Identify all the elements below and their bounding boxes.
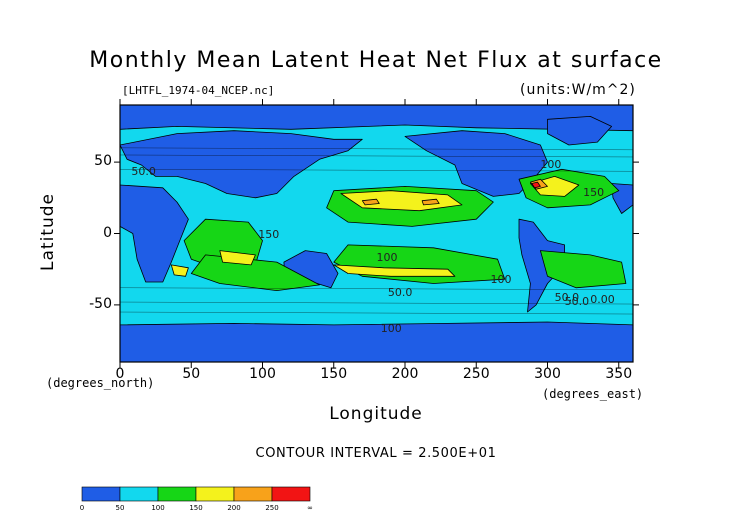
flux-region bbox=[170, 264, 189, 277]
contour-line bbox=[120, 301, 633, 305]
contour-line bbox=[120, 311, 633, 315]
colorbar-tick-label: 250 bbox=[265, 504, 279, 512]
x-tick-label: 100 bbox=[249, 366, 276, 382]
flux-region bbox=[190, 254, 320, 292]
y-tick-label: -50 bbox=[89, 295, 112, 312]
contour-label: 0.00 bbox=[590, 293, 615, 307]
colorbar-swatch bbox=[81, 486, 121, 502]
colorbar-tick-label: ∞ bbox=[307, 504, 313, 512]
contour-label: 100 bbox=[490, 273, 512, 287]
contour-label: 50.0 bbox=[131, 164, 156, 178]
colorbar bbox=[81, 486, 311, 502]
file-label: [LHTFL_1974-04_NCEP.nc] bbox=[122, 84, 275, 97]
contour-label: 50.0 bbox=[387, 286, 413, 300]
chart-title: Monthly Mean Latent Heat Net Flux at sur… bbox=[89, 48, 663, 73]
flux-region bbox=[361, 198, 380, 206]
contour-label: 100 bbox=[380, 322, 402, 336]
colorbar-tick-label: 0 bbox=[79, 504, 85, 512]
x-tick-label: 350 bbox=[605, 366, 633, 382]
colorbar-tick-label: 100 bbox=[151, 504, 165, 512]
flux-region bbox=[120, 321, 633, 362]
contour-line bbox=[120, 154, 633, 158]
contour-label: 100 bbox=[540, 157, 562, 171]
x-tick-label: 250 bbox=[462, 366, 490, 382]
contour-interval-text: CONTOUR INTERVAL = 2.500E+01 bbox=[255, 446, 497, 461]
flux-region bbox=[120, 130, 363, 199]
contour-label: 50.0 bbox=[564, 294, 590, 308]
colorbar-swatch bbox=[119, 486, 159, 502]
y-tick-label: 50 bbox=[94, 153, 112, 170]
axis-ticks bbox=[114, 99, 639, 368]
x-tick-label: 150 bbox=[320, 366, 348, 382]
x-tick-label: 200 bbox=[391, 366, 419, 382]
units-label: (units:W/m^2) bbox=[520, 82, 636, 98]
contour-label: 150 bbox=[258, 227, 280, 241]
x-tick-label: 300 bbox=[534, 366, 561, 382]
colorbar-swatch bbox=[195, 486, 235, 502]
y-tick-label: 0 bbox=[103, 224, 112, 241]
flux-region bbox=[120, 105, 633, 132]
x-axis-label: Longitude bbox=[329, 404, 423, 424]
flux-region bbox=[547, 116, 612, 146]
colorbar-tick-label: 150 bbox=[189, 504, 203, 512]
contour-line bbox=[120, 287, 633, 291]
y-unit-label: (degrees_north) bbox=[46, 376, 155, 390]
flux-region bbox=[531, 181, 541, 189]
flux-region bbox=[333, 264, 456, 277]
flux-field bbox=[120, 105, 633, 362]
contour-line bbox=[120, 147, 633, 151]
flux-region bbox=[340, 190, 463, 212]
flux-region bbox=[120, 184, 189, 283]
contour-label: 100 bbox=[376, 250, 398, 264]
colorbar-tick-label: 50 bbox=[115, 504, 125, 512]
flux-region bbox=[518, 218, 565, 313]
contour-label: 150 bbox=[583, 186, 605, 200]
colorbar-swatch bbox=[233, 486, 273, 502]
colorbar-swatch bbox=[271, 486, 311, 502]
x-tick-label: 0 bbox=[115, 366, 125, 382]
flux-region bbox=[540, 250, 627, 289]
y-axis-label: Latitude bbox=[38, 193, 58, 271]
contour-label: 50.0 bbox=[554, 290, 580, 304]
x-tick-label: 50 bbox=[182, 366, 201, 382]
x-unit-label: (degrees_east) bbox=[542, 387, 644, 401]
flux-region bbox=[219, 250, 256, 266]
colorbar-tick-label: 200 bbox=[227, 504, 241, 512]
contour-line bbox=[120, 169, 633, 172]
colorbar-swatch bbox=[157, 486, 197, 502]
flux-region bbox=[421, 198, 440, 206]
